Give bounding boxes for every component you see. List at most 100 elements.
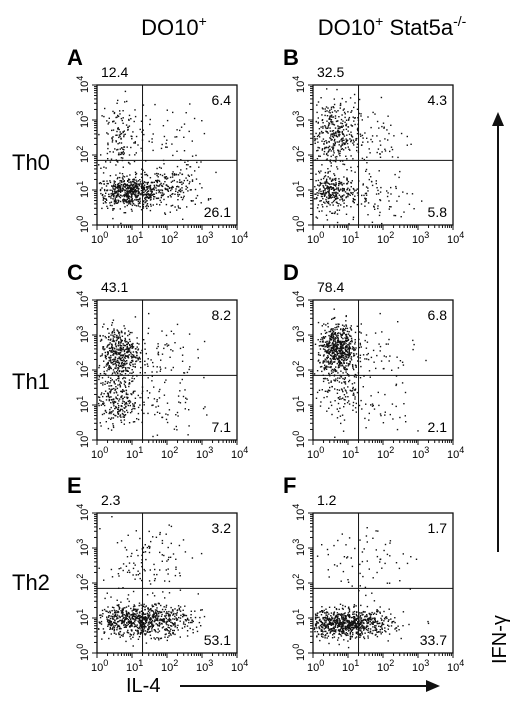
x-tick-label: 100 [91, 230, 108, 246]
event-dot [152, 361, 154, 364]
event-dot [324, 108, 326, 110]
event-dot [149, 186, 151, 188]
event-dot [113, 184, 115, 186]
event-dot [330, 366, 332, 369]
event-dot [352, 401, 355, 404]
event-dot [156, 637, 158, 639]
event-dot [123, 134, 125, 136]
event-dot [341, 414, 344, 416]
event-dot [168, 580, 171, 583]
event-dot [336, 347, 339, 349]
event-dot [370, 617, 372, 619]
event-dot [128, 625, 131, 628]
event-dot [156, 619, 158, 621]
event-dot [139, 198, 141, 200]
event-dot [105, 202, 107, 204]
event-dot [356, 132, 359, 135]
event-dot [118, 410, 120, 413]
event-dot [343, 182, 345, 185]
event-dot [115, 367, 117, 370]
event-dot [143, 133, 145, 136]
event-dot [331, 192, 334, 194]
event-dot [119, 349, 121, 352]
event-dot [339, 160, 342, 162]
event-dot [380, 186, 382, 189]
event-dot [143, 616, 145, 618]
event-dot [334, 341, 337, 343]
event-dot [111, 322, 114, 324]
event-dot [189, 366, 191, 368]
event-dot [123, 407, 125, 409]
event-dot [107, 394, 109, 396]
event-dot [171, 185, 174, 188]
event-dot [107, 353, 109, 355]
event-dot [131, 200, 133, 202]
event-dot [328, 188, 331, 190]
event-dot [168, 610, 170, 613]
event-dot [165, 188, 167, 190]
event-dot [357, 360, 359, 362]
event-dot [328, 192, 330, 195]
event-dot [325, 623, 327, 625]
event-dot [120, 147, 123, 149]
event-dot [120, 390, 122, 393]
event-dot [176, 185, 179, 188]
event-dot [341, 144, 344, 146]
event-dot [138, 202, 141, 204]
event-dot [130, 614, 132, 616]
event-dot [360, 346, 362, 348]
event-dot [126, 100, 128, 103]
event-dot [128, 119, 130, 121]
event-dot [334, 327, 336, 329]
event-dot [314, 142, 316, 144]
event-dot [185, 188, 187, 190]
event-dot [343, 394, 346, 396]
event-dot [322, 362, 324, 364]
event-dot [332, 193, 334, 196]
event-dot [379, 350, 381, 352]
event-dot [122, 175, 124, 177]
event-dot [106, 618, 108, 620]
event-dot [137, 199, 139, 201]
event-dot [172, 193, 174, 195]
event-dot [128, 354, 130, 356]
event-dot [388, 608, 390, 610]
event-dot [120, 396, 123, 398]
event-dot [342, 125, 344, 127]
event-dot [186, 630, 189, 632]
event-dot [177, 193, 179, 196]
event-dot [339, 104, 342, 106]
event-dot [362, 625, 364, 627]
event-dot [112, 417, 115, 419]
event-dot [165, 146, 167, 148]
event-dot [332, 147, 335, 149]
event-dot [131, 345, 133, 348]
event-dot [104, 354, 106, 357]
event-dot [324, 114, 326, 117]
event-dot [117, 345, 120, 347]
event-dot [117, 380, 120, 382]
event-dot [145, 616, 147, 619]
event-dot [350, 352, 353, 354]
event-dot [348, 346, 351, 348]
event-dot [113, 196, 115, 198]
event-dot [350, 329, 353, 331]
event-dot [127, 370, 129, 372]
event-dot [110, 380, 112, 382]
event-dot [114, 122, 117, 124]
event-dot [122, 185, 124, 187]
event-dot [336, 141, 338, 143]
event-dot [134, 624, 136, 626]
event-dot [109, 151, 111, 153]
event-dot [153, 386, 155, 388]
event-dot [125, 199, 127, 201]
event-dot [182, 395, 185, 398]
event-dot [135, 360, 138, 362]
event-dot [172, 610, 174, 612]
event-dot [155, 623, 157, 625]
event-dot [185, 168, 188, 170]
event-dot [353, 352, 355, 355]
event-dot [342, 129, 345, 131]
event-dot [344, 121, 346, 123]
event-dot [125, 613, 128, 616]
